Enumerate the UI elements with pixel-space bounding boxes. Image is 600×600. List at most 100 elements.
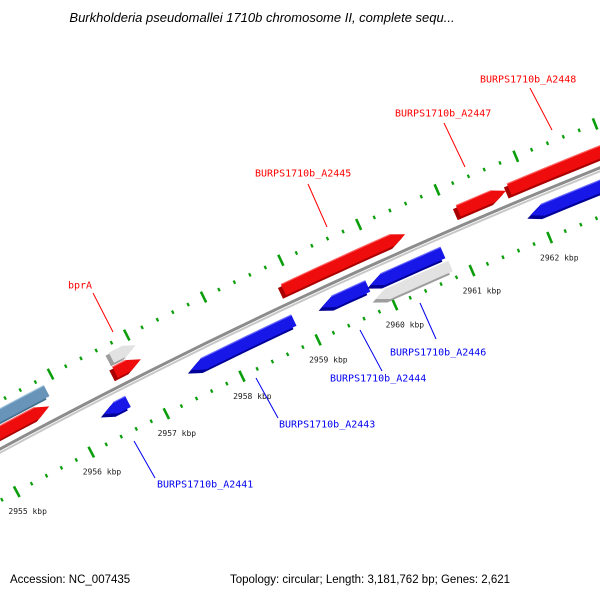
kbp-minor-tick: [232, 280, 237, 285]
gene-arrow-cds-A2445[interactable]: [280, 234, 406, 296]
gene-arrow-cds-A2444[interactable]: [321, 280, 371, 308]
kbp-minor-tick: [0, 497, 4, 502]
leader-line-gene-bprA: [92, 292, 114, 333]
kbp-major-tick: [46, 368, 55, 381]
kbp-minor-tick: [301, 344, 305, 350]
status-summary: Topology: circular; Length: 3,181,762 bp…: [230, 574, 511, 586]
kbp-minor-tick: [217, 287, 221, 292]
kbp-minor-tick: [408, 295, 412, 300]
kbp-minor-tick: [119, 434, 124, 439]
kbp-minor-tick: [109, 340, 114, 345]
kbp-minor-tick: [341, 229, 345, 234]
kbp-major-tick: [591, 117, 599, 131]
gene-label-gene-bprA[interactable]: bprA: [68, 281, 92, 292]
kbp-minor-tick: [377, 309, 382, 314]
kbp-minor-tick: [44, 473, 49, 478]
kbp-minor-tick: [248, 272, 252, 277]
gene-arrow-highlight-cds-A2443: [200, 314, 292, 360]
gene-label-cds-A2445[interactable]: BURPS1710b_A2445: [255, 169, 351, 180]
kbp-major-tick: [433, 183, 441, 196]
gene-arrow-gene-A2446[interactable]: [375, 260, 453, 300]
kbp-minor-tick: [529, 147, 534, 152]
kbp-major-tick: [546, 231, 554, 244]
leader-line-cds-A2446: [419, 302, 437, 340]
gene-label-cds-A2446[interactable]: BURPS1710b_A2446: [390, 348, 486, 359]
kbp-minor-tick: [545, 141, 550, 146]
gene-arrow-highlight-cds-A2448: [506, 145, 600, 185]
kbp-minor-tick: [388, 208, 392, 213]
gene-label-cds-A2441[interactable]: BURPS1710b_A2441: [157, 480, 253, 491]
gene-arrow-cds-A2443[interactable]: [190, 314, 297, 371]
gene-arrow-highlight-cds-right-blue: [540, 179, 600, 206]
kbp-minor-tick: [59, 465, 64, 470]
kbp-minor-tick: [63, 364, 68, 369]
kbp-minor-tick: [346, 323, 351, 328]
leader-line-cds-A2448: [529, 87, 553, 131]
kbp-major-tick: [122, 329, 131, 341]
kbp-minor-tick: [79, 356, 83, 361]
kbp-label-2955: 2955 kbp: [8, 507, 47, 516]
kbp-minor-tick: [331, 330, 336, 335]
status-bar: Accession: NC_007435 Topology: circular;…: [0, 571, 600, 591]
gene-label-cds-A2448[interactable]: BURPS1710b_A2448: [480, 75, 576, 86]
kbp-major-tick: [162, 407, 171, 420]
gene-arrow-highlight-cds-A2446: [379, 246, 441, 275]
sequence-title: Burkholderia pseudomallei 1710b chromoso…: [69, 10, 455, 25]
gene-arrow-cds-A2446[interactable]: [370, 247, 446, 286]
kbp-minor-tick: [594, 216, 599, 221]
gene-arrow-feature-left-steel[interactable]: [0, 385, 50, 451]
backbone-strand-bottom: [0, 170, 600, 454]
kbp-minor-tick: [225, 381, 229, 386]
kbp-minor-tick: [18, 387, 23, 393]
kbp-major-tick: [391, 298, 399, 311]
gene-arrow-cds-A2447[interactable]: [455, 190, 507, 217]
gene-arrow-cds-A2448[interactable]: [506, 134, 600, 195]
kbp-minor-tick: [255, 366, 259, 371]
kbp-minor-tick: [577, 128, 581, 133]
gene-label-cds-A2443[interactable]: BURPS1710b_A2443: [279, 420, 375, 431]
kbp-minor-tick: [186, 302, 190, 307]
backbone-strand-top: [0, 166, 600, 451]
gene-arrow-cds-A2441[interactable]: [103, 396, 131, 414]
kbp-minor-tick: [563, 229, 567, 234]
kbp-minor-tick: [419, 194, 424, 199]
kbp-minor-tick: [362, 316, 366, 321]
kbp-major-tick: [238, 370, 246, 383]
gene-label-cds-A2444[interactable]: BURPS1710b_A2444: [330, 374, 426, 385]
kbp-major-tick: [87, 446, 96, 459]
gene-arrow-highlight-gene-A2446: [385, 259, 449, 289]
gene-arrow-highlight-feature-left-steel: [0, 384, 45, 410]
gene-arrow-highlight-cds-left-red: [0, 406, 35, 427]
gene-label-cds-A2447[interactable]: BURPS1710b_A2447: [395, 109, 491, 120]
kbp-major-tick: [314, 333, 322, 346]
kbp-minor-tick: [482, 167, 486, 172]
status-accession: Accession: NC_007435: [10, 574, 131, 586]
kbp-minor-tick: [94, 348, 99, 353]
gene-arrow-cds-left-red[interactable]: [0, 406, 50, 468]
gene-arrow-highlight-cds-A2445: [280, 233, 391, 286]
leader-line-cds-A2444: [359, 329, 383, 372]
gene-arrow-cds-right-blue[interactable]: [530, 159, 600, 216]
kbp-minor-tick: [263, 265, 268, 270]
kbp-minor-tick: [561, 134, 566, 139]
kbp-minor-tick: [439, 281, 443, 287]
kbp-major-tick: [277, 254, 285, 267]
kbp-minor-tick: [179, 403, 184, 409]
kbp-minor-tick: [516, 248, 521, 253]
kbp-minor-tick: [3, 395, 7, 401]
kbp-minor-tick: [325, 236, 330, 241]
kbp-minor-tick: [285, 352, 290, 357]
kbp-minor-tick: [74, 457, 79, 463]
kbp-minor-tick: [149, 419, 154, 424]
kbp-minor-tick: [579, 222, 583, 227]
kbp-minor-tick: [170, 310, 175, 315]
kbp-label-2959: 2959 kbp: [309, 356, 348, 365]
kbp-major-tick: [355, 218, 363, 231]
kbp-minor-tick: [498, 160, 502, 166]
kbp-minor-tick: [532, 241, 536, 247]
gene-arrow-highlight-gene-bprA: [108, 345, 122, 353]
gene-arrow-gene-bprA[interactable]: [108, 345, 136, 363]
kbp-minor-tick: [194, 396, 199, 401]
